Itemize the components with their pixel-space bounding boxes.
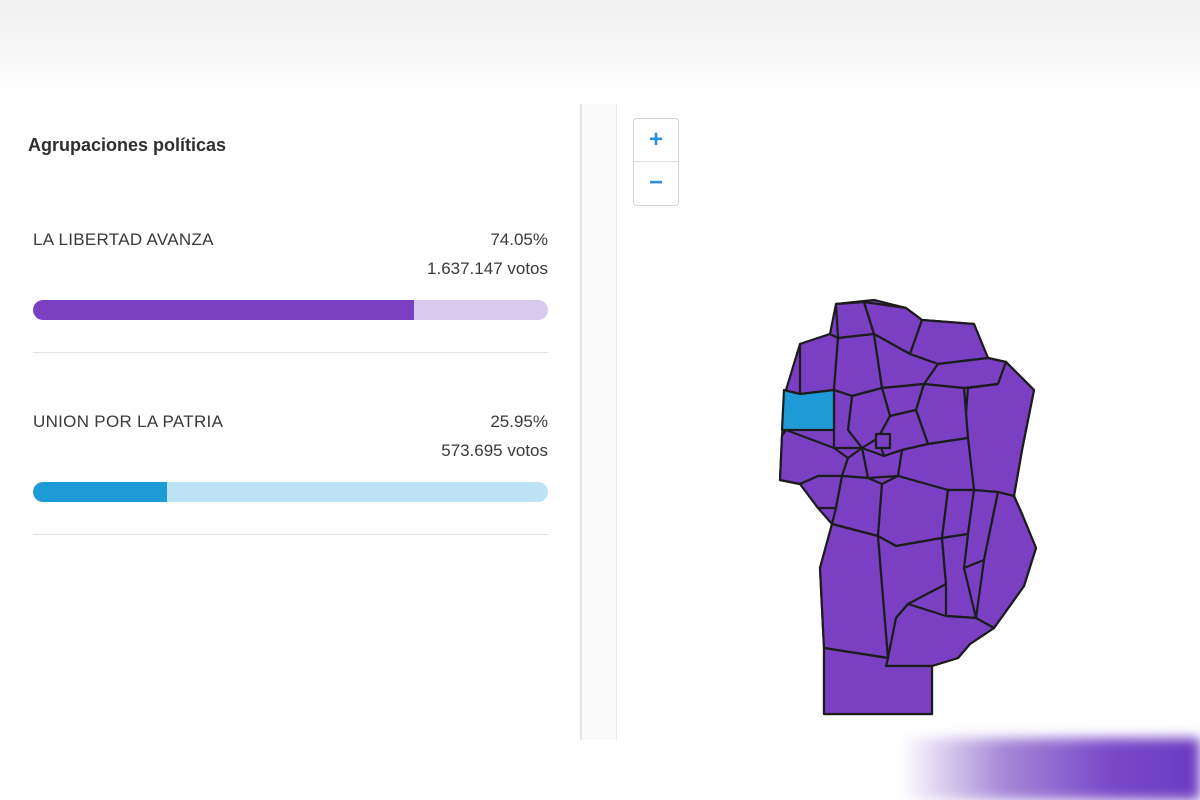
party-progress-fill	[33, 300, 415, 320]
map-region[interactable]	[874, 432, 892, 450]
party-progress-bar	[33, 482, 548, 502]
zoom-out-button[interactable]: −	[634, 161, 678, 204]
party-progress-bar	[33, 300, 548, 320]
panel-gutter	[582, 104, 616, 740]
party-name: LA LIBERTAD AVANZA	[33, 230, 214, 249]
party-percent: 25.95%	[490, 412, 548, 431]
map-region[interactable]	[832, 388, 864, 450]
map-region[interactable]	[962, 488, 1000, 570]
party-progress-fill	[33, 482, 167, 502]
map-divider	[616, 104, 617, 740]
party-votes: 1.637.147 votos	[427, 259, 548, 278]
province-map-svg	[778, 298, 1038, 716]
results-panel	[0, 104, 580, 740]
zoom-in-button[interactable]: +	[648, 126, 663, 153]
panel-title: Agrupaciones políticas	[28, 135, 227, 155]
blurred-header-background	[0, 0, 1200, 100]
map-region[interactable]	[822, 646, 934, 716]
map-zoom-control: + −	[633, 118, 679, 206]
map-region[interactable]	[876, 474, 950, 548]
party-percent: 74.05%	[490, 230, 548, 249]
party-votes: 573.695 votos	[441, 441, 548, 460]
panel-divider	[580, 104, 582, 740]
party-separator	[33, 352, 548, 353]
party-separator	[33, 534, 548, 535]
map-region[interactable]	[798, 474, 844, 510]
map-region-highlighted[interactable]	[780, 388, 836, 432]
map-region[interactable]	[798, 332, 840, 396]
blurred-corner-decoration	[900, 738, 1200, 800]
map-region[interactable]	[974, 490, 1038, 630]
party-name: UNION POR LA PATRIA	[33, 412, 224, 431]
province-map[interactable]	[778, 298, 1040, 718]
